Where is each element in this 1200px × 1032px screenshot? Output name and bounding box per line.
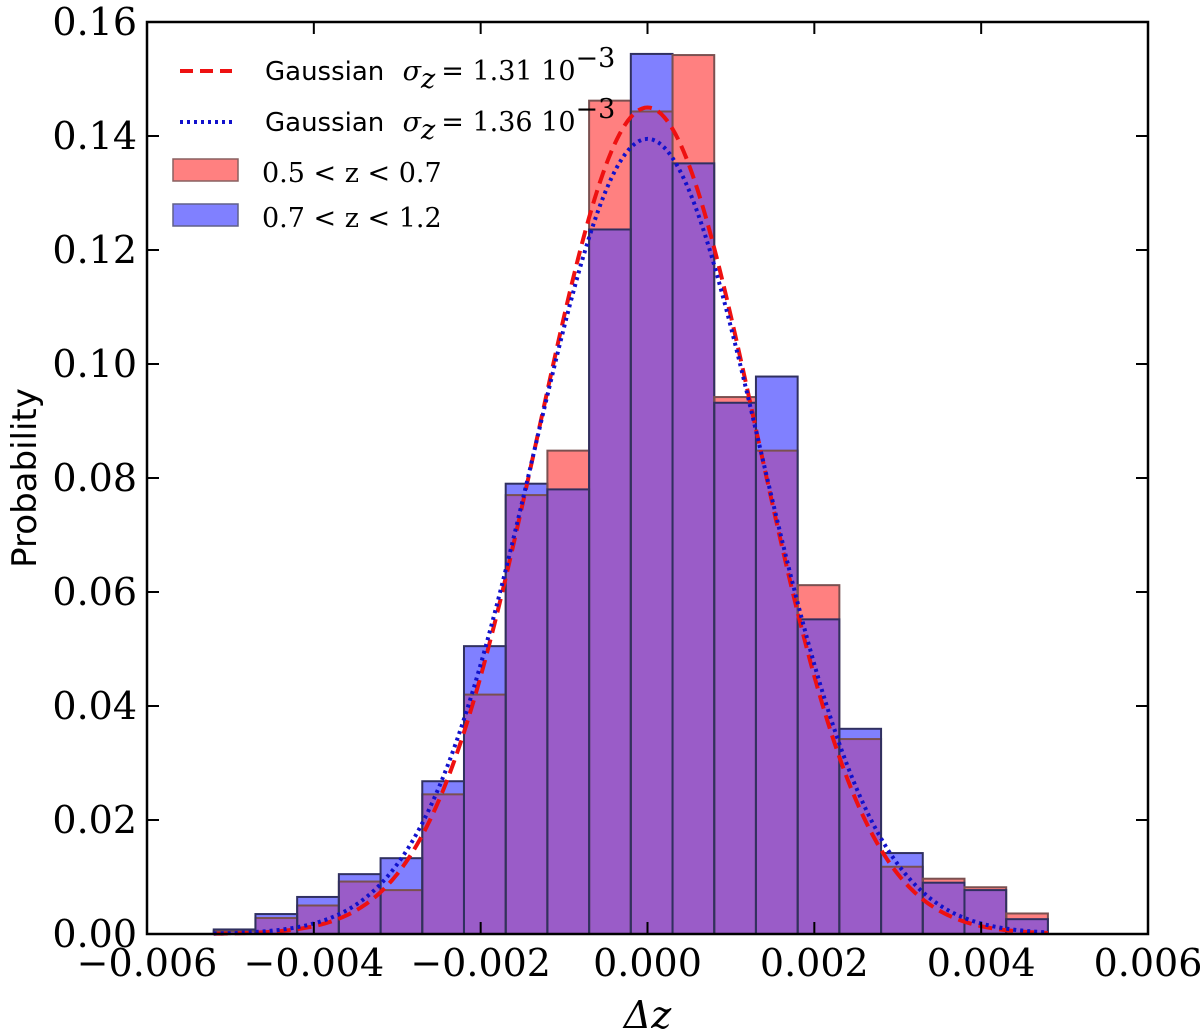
gaussian-curve-dashed [213, 105, 1048, 936]
y-tick-label: 0.06 [52, 570, 137, 614]
bar-overlap [922, 882, 965, 934]
x-tick-label: −0.004 [244, 941, 385, 985]
x-tick-labels: −0.006 −0.004 −0.002 0.000 0.002 0.004 0.006 [77, 941, 1200, 985]
legend-label-blue: 0.7 < z < 1.2 [262, 203, 442, 234]
y-tick-label: 0.08 [52, 456, 137, 500]
bar-overlap [422, 794, 464, 934]
bar-overlap [672, 163, 715, 935]
legend-label-gaussian-1: Gaussian σz = 1.31 10−3 [265, 43, 615, 95]
bar-overlap [630, 111, 673, 935]
y-tick-label: 0.04 [52, 684, 137, 728]
gaussian-curves [213, 105, 1049, 936]
legend-swatch-blue [172, 203, 239, 227]
y-axis-title: Probability [5, 388, 45, 568]
bar-overlap [755, 450, 798, 934]
legend-swatch-red [172, 158, 239, 182]
y-tick-label: 0.00 [52, 912, 137, 956]
bar-overlap [589, 229, 631, 935]
x-tick-label: 0.000 [593, 941, 702, 985]
y-tick-label: 0.14 [52, 114, 137, 158]
x-axis-title: Δz [622, 993, 672, 1032]
x-tick-label: 0.004 [927, 941, 1036, 985]
legend-label-red: 0.5 < z < 0.7 [262, 158, 442, 189]
y-tick-label: 0.02 [52, 798, 137, 842]
bar-overlap [714, 402, 756, 934]
axis-ticks [146, 21, 1149, 935]
x-tick-label: −0.006 [77, 941, 218, 985]
bar-overlap [380, 890, 423, 934]
y-tick-label: 0.12 [52, 228, 137, 272]
legend: Gaussian σz = 1.31 10−3 Gaussian σz = 1.36… [172, 43, 615, 234]
y-tick-labels: 0.00 0.02 0.04 0.06 0.08 0.10 0.12 0.14 0.16 [52, 0, 137, 956]
x-tick-label: 0.002 [760, 941, 869, 985]
x-tick-label: −0.002 [410, 941, 551, 985]
bar-overlap [505, 495, 548, 934]
overlap-bars [213, 111, 1048, 935]
bar-overlap [547, 489, 590, 934]
bar-overlap [797, 619, 840, 934]
y-tick-label: 0.16 [52, 0, 137, 44]
x-tick-label: 0.006 [1094, 941, 1200, 985]
bar-overlap [1006, 919, 1048, 934]
y-tick-label: 0.10 [52, 342, 137, 386]
bar-overlap [463, 694, 506, 934]
legend-label-gaussian-2: Gaussian σz = 1.36 10−3 [265, 94, 615, 146]
bar-overlap [213, 931, 256, 934]
